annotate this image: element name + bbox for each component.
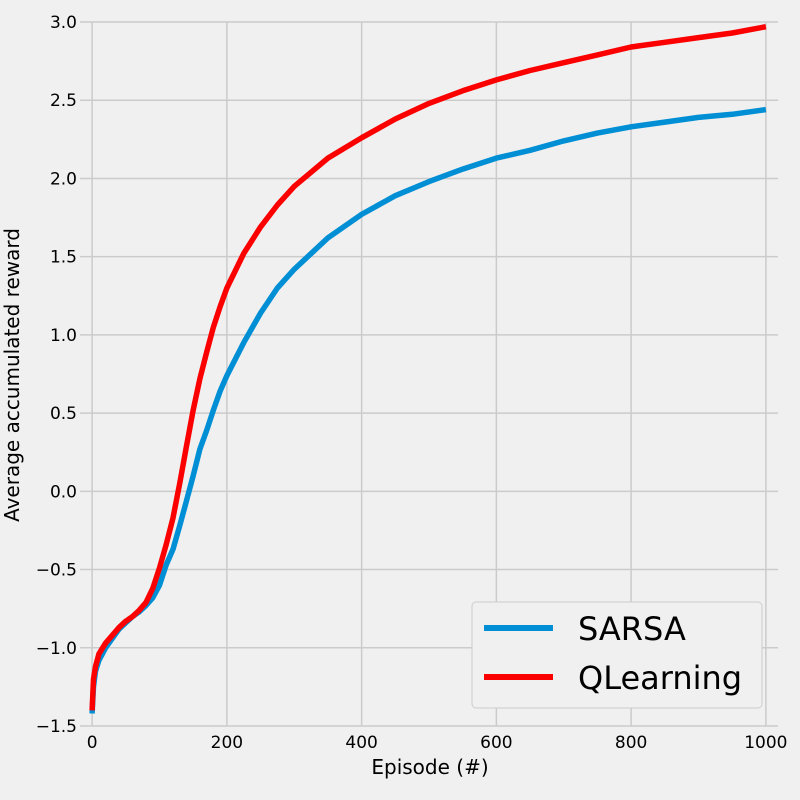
x-tick-label: 400 — [345, 733, 377, 753]
y-tick-label: −0.5 — [36, 561, 77, 581]
y-tick-label: 2.0 — [50, 169, 77, 189]
x-axis-ticks: 0 200 400 600 800 1000 — [87, 733, 788, 753]
x-tick-label: 0 — [87, 733, 98, 753]
y-tick-label: 1.5 — [50, 248, 77, 268]
x-tick-label: 600 — [480, 733, 512, 753]
y-axis-label: Average accumulated reward — [0, 228, 24, 522]
y-tick-label: 0.0 — [50, 482, 77, 502]
x-axis-label: Episode (#) — [371, 755, 488, 779]
y-tick-label: 2.5 — [50, 91, 77, 111]
y-axis-ticks: −1.5 −1.0 −0.5 0.0 0.5 1.0 1.5 2.0 2.5 3.0 — [36, 13, 77, 737]
series-lines — [89, 23, 767, 714]
y-tick-label: 0.5 — [50, 404, 77, 424]
y-tick-label: 3.0 — [50, 13, 77, 33]
y-tick-label: −1.0 — [36, 639, 77, 659]
x-tick-label: 200 — [211, 733, 243, 753]
y-tick-label: −1.5 — [36, 717, 77, 737]
series-line-qlearning — [89, 23, 767, 711]
y-tick-label: 1.0 — [50, 326, 77, 346]
legend-label-sarsa: SARSA — [578, 610, 686, 648]
grid — [80, 21, 778, 727]
x-tick-label: 800 — [615, 733, 647, 753]
legend-label-qlearning: QLearning — [578, 659, 742, 697]
x-tick-label: 1000 — [744, 733, 787, 753]
legend: SARSA QLearning — [471, 601, 763, 709]
